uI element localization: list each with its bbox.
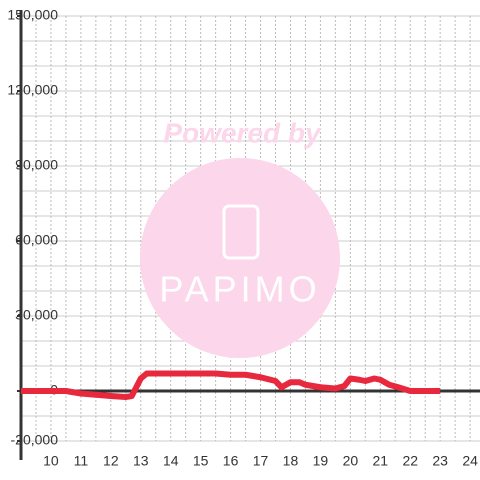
y-tick-label: 60,000 bbox=[15, 232, 58, 248]
x-tick-label: 10 bbox=[43, 453, 59, 469]
x-tick-label: 11 bbox=[74, 453, 89, 469]
y-tick-label: 150,000 bbox=[7, 7, 58, 23]
x-tick-label: 23 bbox=[432, 453, 448, 469]
x-tick-label: 12 bbox=[103, 453, 119, 469]
line-series bbox=[21, 370, 441, 400]
x-tick-label: 20 bbox=[343, 453, 359, 469]
x-tick-label: 18 bbox=[283, 453, 299, 469]
watermark-logo: PAPIMO bbox=[159, 269, 320, 310]
x-tick-label: 24 bbox=[462, 453, 478, 469]
x-tick-label: 19 bbox=[313, 453, 329, 469]
watermark-icon bbox=[222, 204, 260, 260]
x-tick-label: 17 bbox=[253, 453, 269, 469]
x-tick-label: 16 bbox=[223, 453, 239, 469]
x-tick-label: 13 bbox=[133, 453, 149, 469]
y-tick-label: -20,000 bbox=[11, 432, 59, 448]
y-tick-label: 120,000 bbox=[7, 82, 58, 98]
y-tick-label: 90,000 bbox=[15, 157, 58, 173]
x-tick-label: 14 bbox=[163, 453, 179, 469]
x-tick-label: 21 bbox=[373, 453, 389, 469]
watermark-text: Powered by bbox=[163, 117, 322, 148]
y-tick-label: 30,000 bbox=[15, 307, 58, 323]
watermark: Powered by PAPIMO bbox=[140, 117, 340, 358]
x-tick-label: 22 bbox=[402, 453, 418, 469]
x-tick-label: 15 bbox=[193, 453, 209, 469]
